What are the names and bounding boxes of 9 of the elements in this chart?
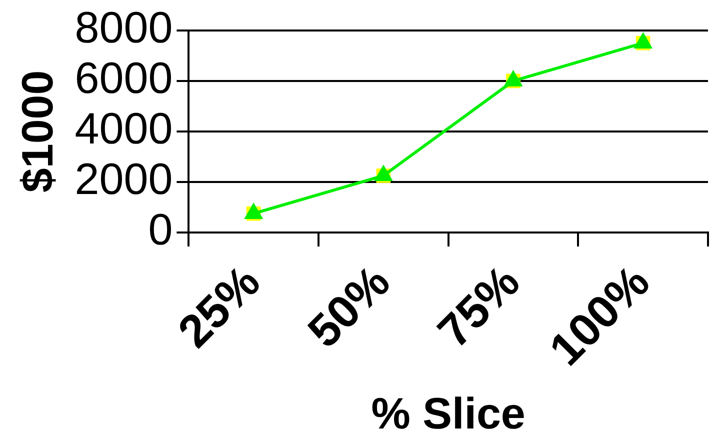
y-tick-label: 8000 bbox=[74, 4, 173, 53]
y-tick-label: 4000 bbox=[74, 104, 173, 154]
y-tick-label: 0 bbox=[148, 206, 173, 255]
x-axis-title: % Slice bbox=[371, 390, 526, 439]
x-tick-label: 75% bbox=[427, 255, 530, 358]
y-tick-label: 2000 bbox=[74, 155, 173, 204]
x-tick-label: 50% bbox=[298, 255, 400, 358]
y-axis-title: $1000 bbox=[14, 70, 63, 193]
y-tick-label: 6000 bbox=[74, 54, 173, 104]
